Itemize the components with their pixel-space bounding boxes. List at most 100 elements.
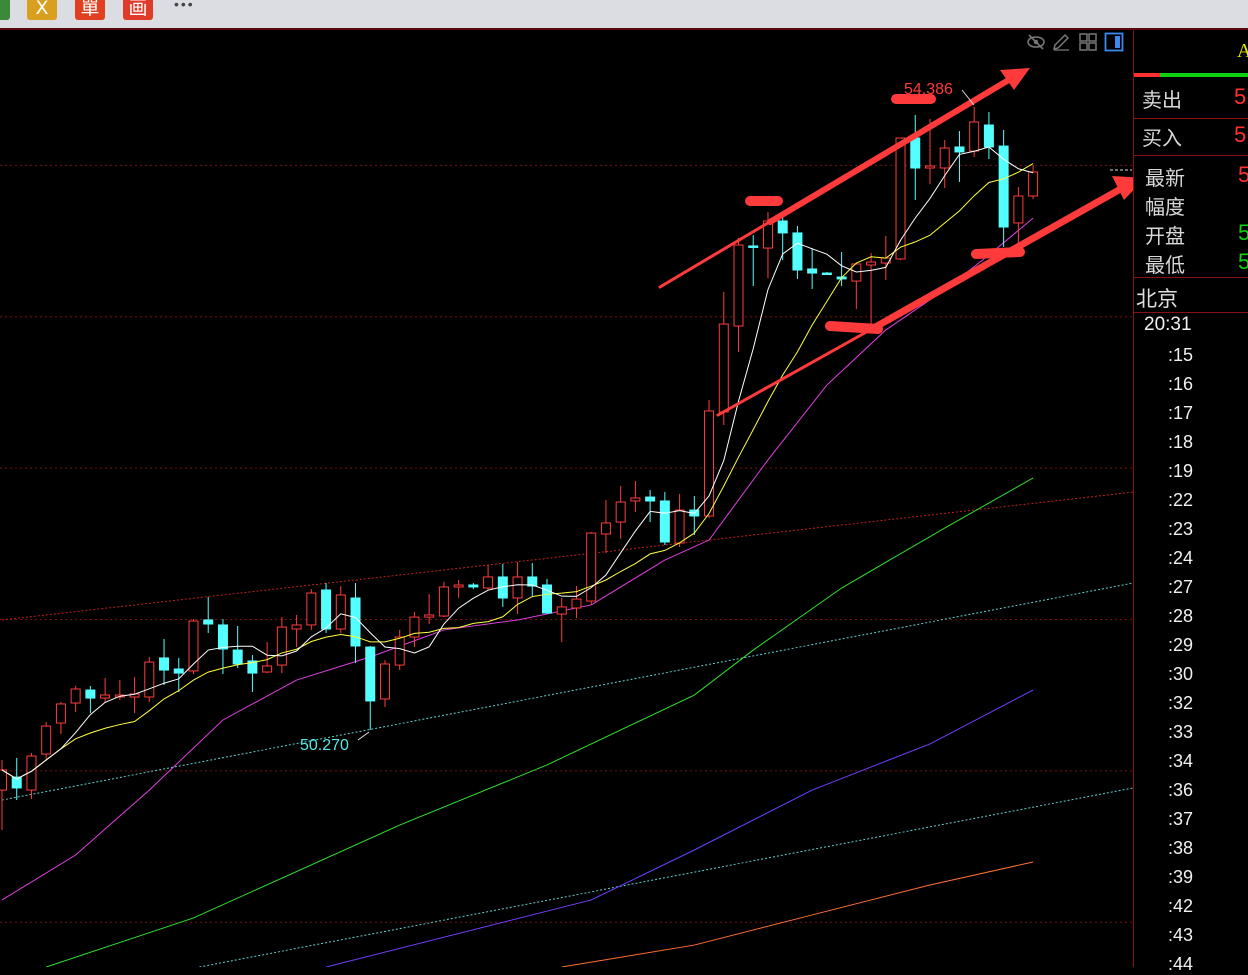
trend-line <box>1 491 1133 621</box>
candle-body <box>718 323 729 413</box>
candle-up <box>939 140 950 188</box>
candle-up <box>306 589 317 630</box>
lower-arrow-head <box>1112 176 1133 200</box>
candle-body <box>11 776 22 789</box>
candle-body <box>777 220 788 234</box>
candle-body <box>335 594 346 630</box>
candle-body <box>748 245 759 248</box>
green-app-icon[interactable]: r <box>0 0 10 20</box>
candle-up <box>276 617 287 674</box>
candle-body <box>586 532 597 602</box>
tick-time: :34 <box>1168 751 1194 771</box>
candle-up <box>674 494 685 547</box>
draw-icon[interactable]: 画 <box>123 0 153 20</box>
upper-arrow-head <box>1000 68 1030 90</box>
divider <box>1134 277 1248 278</box>
high-pointer <box>961 89 975 106</box>
tick-time: :16 <box>1168 374 1194 394</box>
candle-body <box>483 576 494 589</box>
tick-time: :36 <box>1168 780 1194 800</box>
candle-up <box>586 532 597 605</box>
ratio-red-segment <box>1134 73 1161 77</box>
candle-body <box>674 509 685 544</box>
candle-down <box>807 248 818 289</box>
tick-time: :32 <box>1168 693 1194 713</box>
candle-up <box>188 619 199 674</box>
candle-body <box>615 501 626 523</box>
candle-up <box>335 586 346 633</box>
pencil-icon[interactable] <box>1051 32 1071 52</box>
panel-toggle-icon[interactable] <box>1104 32 1124 52</box>
candlestick-chart[interactable]: 54.386 50.270 <box>0 0 1133 967</box>
candle-body <box>939 147 950 169</box>
excel-icon[interactable]: X <box>27 0 57 20</box>
order-icon[interactable]: 單 <box>75 0 105 20</box>
quote-value: 5 <box>1238 249 1248 274</box>
candle-body <box>321 589 332 630</box>
tick-time: :23 <box>1168 519 1194 539</box>
marker-dash <box>825 321 883 334</box>
tick-time: :42 <box>1168 896 1194 916</box>
tick-time: :27 <box>1168 577 1194 597</box>
marker-dash <box>971 247 1025 259</box>
tick-time: :24 <box>1168 548 1194 568</box>
more-button[interactable]: ••• <box>174 0 195 12</box>
moving-average-line <box>561 861 1034 967</box>
tick-time: :30 <box>1168 664 1194 684</box>
candle-body <box>910 137 921 169</box>
candle-up <box>100 678 111 704</box>
candle-down <box>748 235 759 287</box>
candle-body <box>100 694 111 699</box>
candle-up <box>1028 164 1039 200</box>
tick-time: :28 <box>1168 606 1194 626</box>
candle-body <box>70 688 81 704</box>
candle-up <box>41 721 52 760</box>
eye-slash-icon[interactable] <box>1026 32 1046 52</box>
candle-body <box>998 145 1009 228</box>
candle-body <box>527 576 538 587</box>
moving-average-line <box>1 217 1034 901</box>
candle-body <box>512 576 523 599</box>
candle-down <box>998 130 1009 248</box>
candle-body <box>0 769 7 791</box>
candle-down <box>232 626 243 668</box>
ma10-line <box>1 163 1034 780</box>
candle-down <box>910 115 921 200</box>
candle-body <box>983 124 994 148</box>
candle-body <box>645 496 656 502</box>
buy-label: 买入 <box>1142 126 1182 150</box>
toolbar: rX單画 ••• <box>0 0 1248 30</box>
short-moving-averages <box>1 146 1034 780</box>
candle-up <box>630 481 641 513</box>
candle-body <box>409 616 420 638</box>
candle-body <box>542 584 553 614</box>
buy-value: 5 <box>1234 122 1247 147</box>
tick-time: :19 <box>1168 461 1194 481</box>
candle-down <box>365 645 376 730</box>
trend-line <box>199 787 1133 967</box>
candle-body <box>1028 171 1039 197</box>
candle-up <box>291 614 302 648</box>
candle-body <box>1013 195 1024 224</box>
candle-body <box>704 410 715 517</box>
grid-icon[interactable] <box>1078 32 1098 52</box>
tick-time: :18 <box>1168 432 1194 452</box>
divider <box>1134 155 1248 156</box>
candle-body <box>969 121 980 152</box>
tick-time: :44 <box>1168 954 1194 974</box>
candle-body <box>247 660 258 674</box>
candle-up <box>851 263 862 310</box>
candle-body <box>41 725 52 755</box>
candle-body <box>232 649 243 665</box>
candle-up <box>453 579 464 599</box>
quote-value: 5 <box>1238 220 1248 245</box>
candle-body <box>659 500 670 543</box>
candle-up <box>1013 187 1024 248</box>
candle-down <box>792 225 803 279</box>
candle-body <box>188 620 199 672</box>
candle-up <box>866 253 877 333</box>
candle-body <box>556 606 567 615</box>
candle-body <box>792 232 803 271</box>
candle-body <box>630 497 641 502</box>
quote-panel: A 卖出 5 买入 5 最新 5 幅度 开盘 5 最低 5 北京 20:31 :15:16:… <box>1133 30 1248 974</box>
